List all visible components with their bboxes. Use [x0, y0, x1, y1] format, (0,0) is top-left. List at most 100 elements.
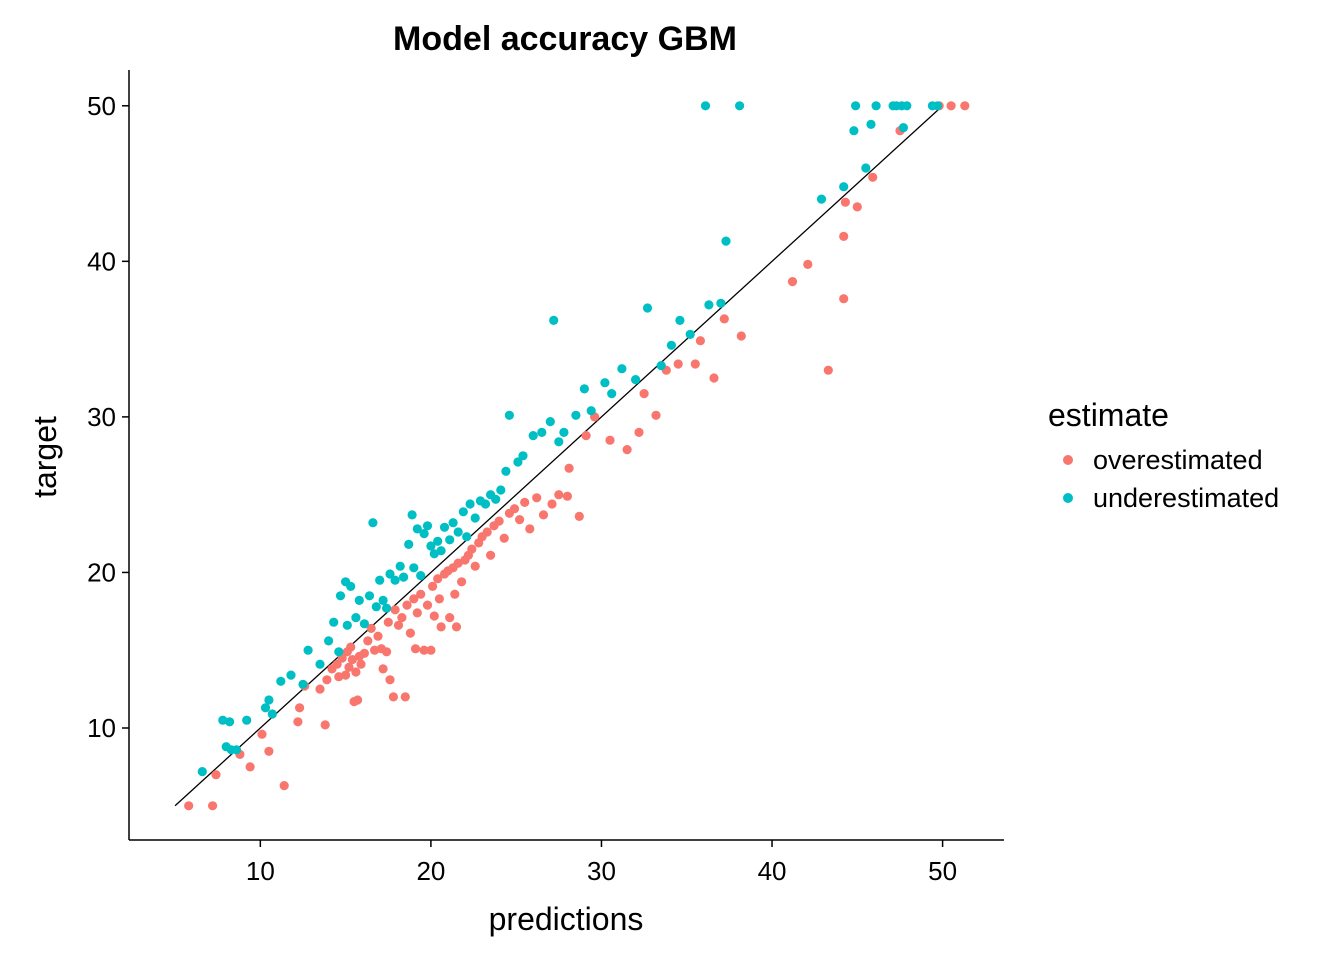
data-point-underestimated	[371, 602, 381, 612]
data-point-underestimated	[416, 571, 426, 581]
data-point-underestimated	[395, 561, 405, 571]
data-point-overestimated	[639, 389, 649, 399]
data-point-underestimated	[685, 329, 695, 339]
data-point-underestimated	[480, 499, 491, 509]
data-point-underestimated	[735, 101, 745, 111]
data-point-underestimated	[407, 510, 417, 520]
data-point-underestimated	[586, 406, 596, 416]
data-point-overestimated	[605, 435, 615, 445]
legend-label-overestimated: overestimated	[1093, 445, 1263, 475]
data-point-underestimated	[197, 767, 207, 777]
x-tick-label: 20	[416, 856, 445, 886]
plot-area	[174, 101, 970, 811]
data-point-overestimated	[412, 608, 422, 618]
data-point-overestimated	[695, 336, 706, 346]
data-point-underestimated	[518, 451, 528, 461]
data-point-underestimated	[354, 595, 364, 606]
data-point-overestimated	[445, 613, 455, 623]
data-point-overestimated	[332, 659, 342, 669]
data-point-underestimated	[871, 101, 881, 111]
data-point-overestimated	[525, 524, 535, 534]
data-point-underestimated	[231, 745, 242, 755]
data-point-underestimated	[849, 126, 859, 136]
data-point-overestimated	[402, 600, 412, 610]
data-point-underestimated	[276, 676, 286, 686]
data-point-underestimated	[816, 194, 827, 204]
data-point-underestimated	[419, 529, 429, 539]
data-point-overestimated	[416, 589, 426, 599]
data-point-overestimated	[295, 703, 305, 713]
y-tick-label: 30	[87, 402, 116, 432]
data-point-underestimated	[513, 457, 523, 467]
data-point-underestimated	[329, 617, 339, 627]
data-point-underestimated	[404, 539, 414, 550]
data-point-overestimated	[509, 504, 520, 514]
data-point-overestimated	[622, 445, 632, 455]
data-point-overestimated	[547, 499, 557, 509]
legend-title: estimate	[1048, 397, 1169, 433]
data-point-overestimated	[346, 642, 356, 652]
data-point-overestimated	[690, 359, 700, 369]
data-point-overestimated	[405, 628, 415, 638]
data-point-underestimated	[225, 717, 235, 727]
data-point-underestimated	[399, 572, 409, 582]
data-point-underestimated	[700, 101, 711, 111]
data-point-overestimated	[554, 490, 564, 500]
data-point-overestimated	[208, 801, 218, 811]
data-point-underestimated	[378, 595, 388, 606]
data-point-overestimated	[494, 516, 504, 526]
data-point-overestimated	[378, 664, 388, 674]
data-point-underestimated	[390, 575, 400, 585]
data-point-overestimated	[564, 463, 574, 473]
data-point-underestimated	[286, 670, 296, 680]
y-ticks: 10 20 30 40 50	[87, 91, 129, 743]
data-point-underestimated	[264, 695, 274, 705]
data-point-overestimated	[839, 231, 849, 241]
data-point-underestimated	[866, 119, 876, 129]
data-point-underestimated	[861, 163, 871, 173]
data-point-underestimated	[385, 569, 395, 579]
data-point-underestimated	[409, 563, 419, 573]
data-point-overestimated	[532, 493, 542, 503]
data-point-underestimated	[458, 507, 468, 517]
y-tick-label: 50	[87, 91, 116, 121]
data-point-overestimated	[499, 533, 509, 543]
data-point-underestimated	[579, 384, 590, 394]
data-point-overestimated	[515, 515, 525, 525]
data-point-overestimated	[839, 294, 849, 304]
data-point-underestimated	[666, 340, 677, 350]
data-point-overestimated	[651, 410, 661, 420]
data-point-underestimated	[303, 645, 313, 655]
data-point-underestimated	[470, 513, 480, 523]
data-point-overestimated	[359, 648, 369, 658]
data-point-overestimated	[486, 550, 496, 560]
legend: estimate overestimated underestimated	[1048, 397, 1279, 513]
y-axis-title: target	[27, 416, 63, 498]
data-point-overestimated	[315, 684, 325, 694]
data-point-underestimated	[716, 298, 726, 308]
data-point-overestimated	[482, 527, 492, 537]
data-point-underestimated	[851, 101, 861, 111]
data-point-underestimated	[528, 431, 538, 441]
data-point-overestimated	[451, 622, 462, 632]
data-point-overestimated	[344, 662, 354, 672]
data-point-overestimated	[351, 667, 361, 677]
data-point-underestimated	[375, 575, 385, 585]
data-point-overestimated	[419, 645, 429, 655]
data-point-overestimated	[390, 605, 400, 615]
data-point-overestimated	[709, 373, 719, 383]
data-point-overestimated	[400, 692, 410, 702]
data-point-overestimated	[184, 801, 194, 811]
data-point-overestimated	[520, 497, 530, 507]
data-point-underestimated	[496, 485, 506, 495]
data-point-overestimated	[428, 581, 438, 592]
data-point-underestimated	[436, 546, 446, 556]
data-point-overestimated	[946, 101, 956, 111]
data-point-underestimated	[426, 541, 436, 551]
data-point-underestimated	[549, 315, 559, 325]
data-point-underestimated	[351, 613, 361, 623]
data-point-underestimated	[631, 375, 641, 385]
data-point-overestimated	[397, 613, 407, 623]
data-point-underestimated	[642, 303, 653, 313]
